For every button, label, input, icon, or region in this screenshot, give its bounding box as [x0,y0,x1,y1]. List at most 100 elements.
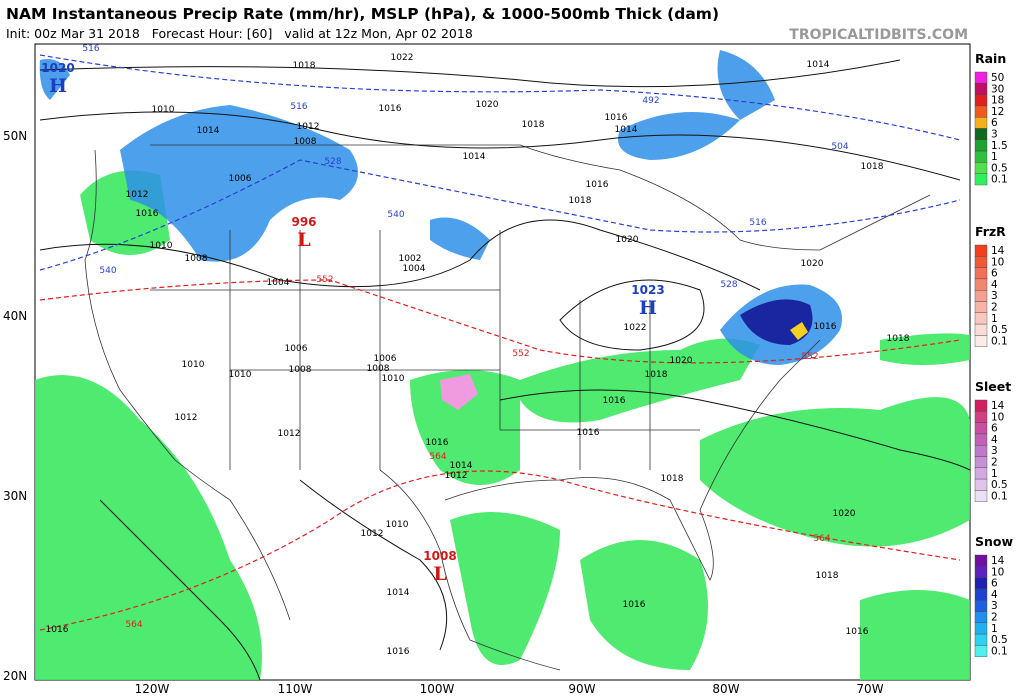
legend-swatch [974,611,988,624]
isobar-label: 1020 [833,509,856,519]
legend-label: 3 [991,129,998,141]
legend-swatch [974,173,988,186]
isobar-label: 1018 [645,370,668,380]
isobar-label: 1016 [46,625,69,635]
legend-label: 2 [991,612,998,624]
legend-label: 50 [991,72,1004,84]
isobar-label: 1006 [374,354,397,364]
legend-label: 1 [991,151,998,163]
legend-label: 0.1 [991,490,1008,502]
isobar-label: 1014 [450,461,473,471]
isobar-label: 1022 [624,323,647,333]
isobar-label: 1022 [391,53,414,63]
isobar-label: 1004 [267,278,290,288]
isobar-label: 1012 [175,413,198,423]
legend-label: 12 [991,106,1004,118]
thickness-label: 528 [324,157,341,167]
legend-label: 18 [991,95,1004,107]
legend-label: 14 [991,245,1005,257]
legend-swatch [974,128,988,141]
isobar-label: 1016 [379,104,402,114]
thickness-label: 552 [801,352,818,362]
legend-swatch [974,301,988,314]
isobar-label: 1010 [386,520,409,530]
legend-label: 1 [991,623,998,635]
legend-swatch [974,467,988,480]
lon-label: 110W [278,682,313,696]
isobar-label: 1018 [293,61,316,71]
isobar-label: 1016 [136,209,159,219]
isobar-label: 1012 [445,471,468,481]
legend-label: 3 [991,445,998,457]
lon-label: 70W [856,682,883,696]
legend-swatch [974,244,988,257]
center-symbol: L [297,229,310,251]
isobar-label: 1010 [229,370,252,380]
isobar-label: 1016 [623,600,646,610]
isobar-label: 1018 [522,120,545,130]
thickness-label: 564 [125,620,142,630]
map [34,43,971,681]
center-pressure: 1008 [423,549,456,563]
legend-swatch [974,94,988,107]
center-pressure: 996 [291,215,316,229]
thickness-lines [39,54,961,631]
legend-swatch [974,445,988,457]
isobar-label: 1010 [182,360,205,370]
isobar-label: 1016 [603,396,626,406]
legend-swatch [974,256,988,268]
legend-label: 2 [991,457,998,469]
legend-swatch [974,83,988,95]
lon-label: 100W [420,682,455,696]
isobar-label: 1010 [150,241,173,251]
legend-label: 6 [991,117,998,129]
sleet-area [440,374,478,410]
isobar-label: 1012 [297,122,320,132]
isobar-label: 1016 [846,627,869,637]
isobar-label: 1016 [426,438,449,448]
legend-label: 10 [991,256,1004,268]
legend-swatch [974,588,988,601]
isobar-label: 1010 [152,105,175,115]
legend-label: 4 [991,434,998,446]
isobar-label: 1014 [387,588,410,598]
isobar-label: 1016 [387,647,410,657]
legend-swatch [974,290,988,302]
isobar-label: 1018 [861,162,884,172]
legend-label: 10 [991,566,1004,578]
legend-swatch [974,600,988,612]
center-symbol: H [49,75,67,97]
lon-label: 80W [712,682,739,696]
isobar-label: 1014 [615,125,638,135]
isobar-label: 1018 [816,571,839,581]
legend-swatch [974,267,988,280]
isobar-label: 1018 [661,474,684,484]
legend-label: 0.5 [991,479,1008,491]
thickness-label: 516 [290,102,307,112]
center-pressure: 1020 [41,61,74,75]
isobar-label: 1008 [294,137,317,147]
center-symbol: L [433,563,446,585]
thickness-label: 492 [642,96,659,106]
legend-swatch [974,554,988,567]
legend-label: 4 [991,279,998,291]
legend-label: 30 [991,83,1004,95]
lat-label: 40N [3,309,27,323]
legend-label: 10 [991,411,1004,423]
legend-label: 0.1 [991,174,1008,186]
thickness-label: 528 [720,280,737,290]
legend-title: FrzR [975,224,1006,239]
thickness-label: 552 [512,349,529,359]
isobar-label: 1016 [814,322,837,332]
legend-label: 14 [991,555,1005,567]
legend-swatch [974,335,988,347]
lat-label: 20N [3,669,27,683]
legend-swatch [974,71,988,84]
legend-swatch [974,478,988,491]
thickness-label: 516 [749,218,766,228]
isobar-label: 1016 [586,180,609,190]
legend-label: 4 [991,589,998,601]
isobar-label: 1020 [801,259,824,269]
isobar-label: 1014 [197,126,220,136]
